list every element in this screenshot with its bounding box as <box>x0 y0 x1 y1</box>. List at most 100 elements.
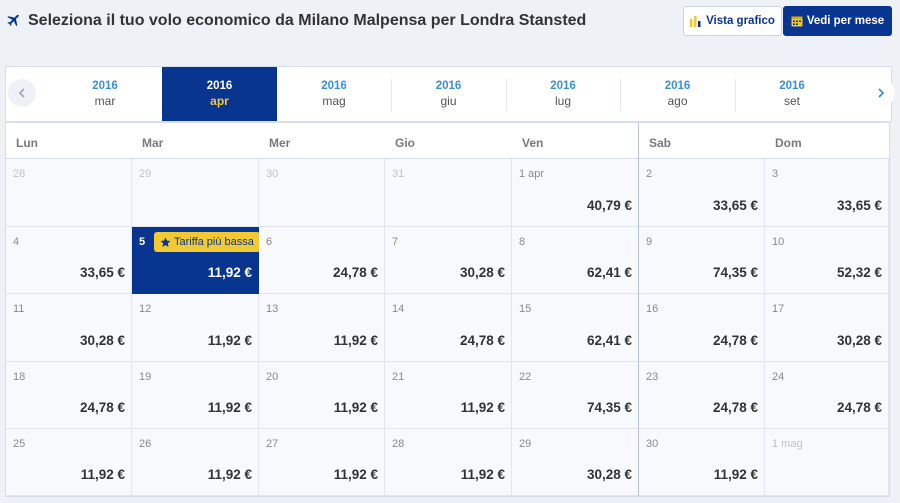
month-year: 2016 <box>92 80 118 92</box>
month-year: 2016 <box>664 80 691 92</box>
day-number: 4 <box>13 236 20 248</box>
fare-price: 52,32 € <box>836 265 882 280</box>
fare-price: 11,92 € <box>713 467 758 482</box>
weekend-divider <box>638 123 639 496</box>
calendar-day-cell[interactable]: 21 11,92 € <box>385 362 512 429</box>
month-name: ago <box>667 94 688 108</box>
chart-view-button[interactable]: Vista grafico <box>683 6 782 36</box>
fare-price: 24,78 € <box>712 333 758 348</box>
calendar-day-cell[interactable]: 4 33,65 € <box>6 227 132 294</box>
calendar-day-cell[interactable]: 11 30,28 € <box>6 294 132 362</box>
chevron-right-icon <box>878 88 885 98</box>
month-tab-mar[interactable]: 2016 mar <box>48 67 162 121</box>
weekday-header: Dom <box>765 123 889 159</box>
calendar-day-cell[interactable]: 15 62,41 € <box>512 294 639 362</box>
calendar-day-cell[interactable]: 14 24,78 € <box>385 294 512 362</box>
calendar-day-cell[interactable]: 29 30,28 € <box>512 429 639 496</box>
calendar-day-cell[interactable]: 9 74,35 € <box>639 227 765 294</box>
month-tab-giu[interactable]: 2016 giu <box>391 67 506 121</box>
fare-price: 24,78 € <box>459 333 505 348</box>
fare-price: 30,28 € <box>836 333 882 348</box>
day-number: 6 <box>266 236 273 248</box>
fare-price: 24,78 € <box>332 265 378 280</box>
calendar-day-cell[interactable]: 12 11,92 € <box>132 294 259 362</box>
month-view-button[interactable]: Vedi per mese <box>783 6 892 36</box>
fare-price: 33,65 € <box>712 198 758 213</box>
fare-price: 11,92 € <box>333 467 378 482</box>
calendar-day-cell[interactable]: 16 24,78 € <box>639 294 765 362</box>
day-number: 24 <box>772 371 785 383</box>
fare-calendar: Lun Mar Mer Gio Ven Sab Dom 28 29 30 31 1 ap… <box>5 122 890 497</box>
fare-price: 11,92 € <box>207 265 252 280</box>
day-number: 18 <box>13 371 26 383</box>
calendar-day-cell[interactable]: 23 24,78 € <box>639 362 765 429</box>
day-number: 16 <box>646 303 659 315</box>
day-number: 29 <box>139 168 152 180</box>
fare-price: 74,35 € <box>712 265 758 280</box>
day-number: 28 <box>13 168 26 180</box>
calendar-day-cell[interactable]: 28 11,92 € <box>385 429 512 496</box>
month-tab-apr[interactable]: 2016 apr <box>162 67 277 121</box>
plane-icon <box>7 14 19 27</box>
month-year: 2016 <box>779 80 805 92</box>
calendar-day-cell-selected[interactable]: 5 Tariffa più bassa 11,92 € <box>132 227 260 294</box>
weekday-header: Mer <box>259 123 385 159</box>
weekday-header: Sab <box>639 123 765 159</box>
month-tab-set[interactable]: 2016 set <box>735 67 849 121</box>
weekday-header: Mar <box>132 123 259 159</box>
month-name: set <box>783 94 800 108</box>
weekday-header: Lun <box>6 123 132 159</box>
calendar-day-cell[interactable]: 26 11,92 € <box>132 429 259 496</box>
calendar-day-cell[interactable]: 6 24,78 € <box>259 227 385 294</box>
next-month-button[interactable] <box>867 79 895 107</box>
day-number: 21 <box>392 371 405 383</box>
month-year: 2016 <box>206 80 233 92</box>
calendar-day-cell: 31 <box>385 159 512 227</box>
calendar-day-cell: 30 <box>259 159 385 227</box>
fare-price: 30,28 € <box>586 467 632 482</box>
calendar-day-cell[interactable]: 8 62,41 € <box>512 227 639 294</box>
fare-price: 11,92 € <box>80 467 125 482</box>
page-header: Seleziona il tuo volo economico da Milan… <box>0 0 900 44</box>
day-number: 1 mag <box>772 438 803 450</box>
calendar-day-cell[interactable]: 24 24,78 € <box>765 362 889 429</box>
day-number: 9 <box>646 236 653 248</box>
month-tab-mag[interactable]: 2016 mag <box>277 67 391 121</box>
previous-month-button[interactable] <box>8 79 36 107</box>
calendar-day-cell[interactable]: 18 24,78 € <box>6 362 132 429</box>
day-number: 29 <box>519 438 532 450</box>
fare-price: 11,92 € <box>460 400 505 415</box>
day-number: 2 <box>646 168 653 180</box>
fare-price: 11,92 € <box>333 400 378 415</box>
calendar-day-cell[interactable]: 25 11,92 € <box>6 429 132 496</box>
day-number: 26 <box>139 438 152 450</box>
calendar-day-cell[interactable]: 17 30,28 € <box>765 294 889 362</box>
month-tab-ago[interactable]: 2016 ago <box>620 67 735 121</box>
weekday-header: Ven <box>512 123 639 159</box>
calendar-day-cell[interactable]: 3 33,65 € <box>765 159 889 227</box>
month-tab-lug[interactable]: 2016 lug <box>506 67 620 121</box>
calendar-day-cell[interactable]: 7 30,28 € <box>385 227 512 294</box>
calendar-day-cell[interactable]: 19 11,92 € <box>132 362 259 429</box>
day-number: 11 <box>13 303 25 315</box>
fare-price: 33,65 € <box>836 198 882 213</box>
lowest-fare-badge: Tariffa più bassa <box>154 232 260 252</box>
calendar-day-cell[interactable]: 10 52,32 € <box>765 227 889 294</box>
day-number: 30 <box>266 168 279 180</box>
fare-price: 74,35 € <box>586 400 632 415</box>
day-number: 3 <box>772 168 779 180</box>
fare-price: 11,92 € <box>333 333 378 348</box>
calendar-day-cell[interactable]: 2 33,65 € <box>639 159 765 227</box>
calendar-day-cell[interactable]: 13 11,92 € <box>259 294 385 362</box>
calendar-day-cell[interactable]: 1 apr 40,79 € <box>512 159 639 227</box>
calendar-day-cell[interactable]: 30 11,92 € <box>639 429 765 496</box>
calendar-day-cell[interactable]: 20 11,92 € <box>259 362 385 429</box>
fare-price: 62,41 € <box>586 333 632 348</box>
fare-price: 24,78 € <box>79 400 125 415</box>
calendar-day-cell[interactable]: 22 74,35 € <box>512 362 639 429</box>
bar-chart-icon <box>690 16 701 27</box>
calendar-day-cell[interactable]: 27 11,92 € <box>259 429 385 496</box>
day-number: 15 <box>519 303 532 315</box>
fare-price: 30,28 € <box>79 333 125 348</box>
month-name: mag <box>322 94 346 108</box>
